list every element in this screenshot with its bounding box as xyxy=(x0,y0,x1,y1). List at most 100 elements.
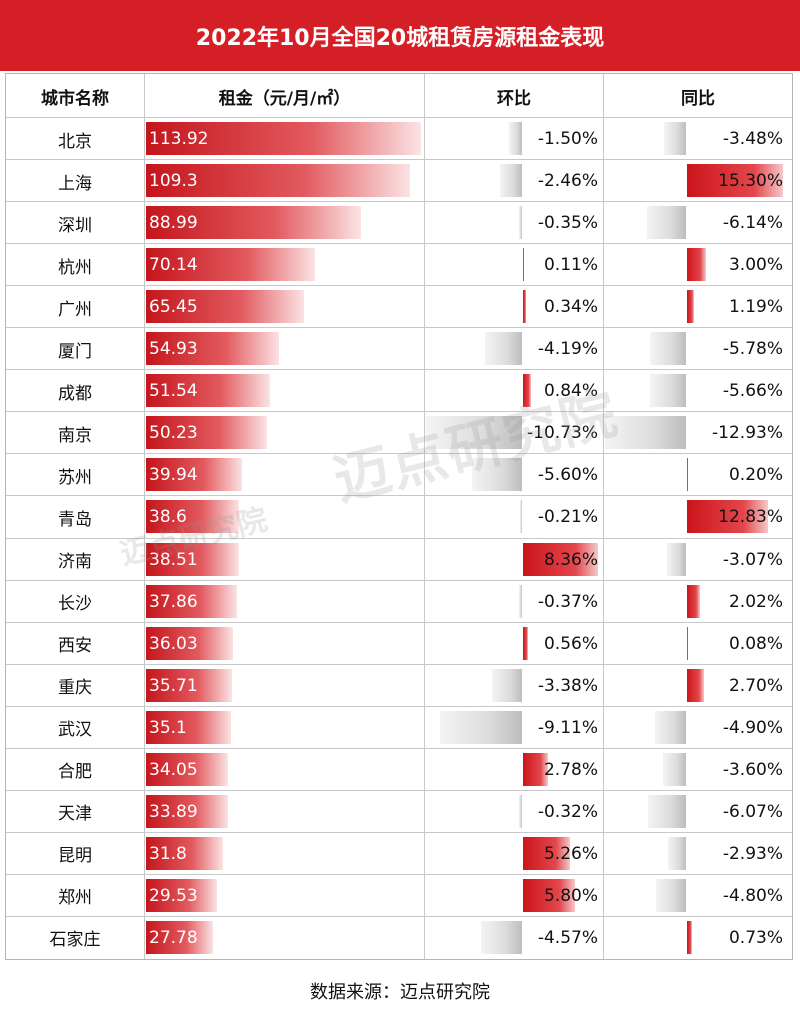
yoy-value-label: -4.80% xyxy=(722,885,783,906)
row-divider xyxy=(6,663,792,665)
yoy-value-label: -6.14% xyxy=(722,213,783,234)
city-name: 济南 xyxy=(58,552,92,573)
yoy-value-label: -5.66% xyxy=(722,381,783,402)
yoy-bar xyxy=(687,290,695,324)
city-name: 昆明 xyxy=(58,846,92,867)
yoy-bar xyxy=(687,164,783,198)
mom-value-label: -3.38% xyxy=(537,675,598,696)
mom-value-label: -10.73% xyxy=(527,423,598,444)
row-divider xyxy=(6,285,792,287)
mom-value-label: 5.80% xyxy=(543,885,598,906)
yoy-bar xyxy=(666,542,686,576)
rent-bar xyxy=(146,542,239,576)
mom-value-label: 2.78% xyxy=(543,759,598,780)
row-divider xyxy=(6,915,792,917)
mom-value-label: 5.26% xyxy=(543,843,598,864)
yoy-bar xyxy=(655,878,686,912)
mom-bar xyxy=(523,542,598,576)
yoy-bar xyxy=(687,500,768,534)
yoy-value-label: 1.19% xyxy=(728,297,783,318)
row-divider xyxy=(6,831,792,833)
rent-value-label: 50.23 xyxy=(149,423,198,444)
mom-value-label: 0.84% xyxy=(543,381,598,402)
yoy-value-label: 2.02% xyxy=(728,591,783,612)
row-divider xyxy=(6,621,792,623)
rent-bar xyxy=(146,878,218,912)
rent-bar xyxy=(146,332,279,366)
mom-value-label: 0.56% xyxy=(543,633,598,654)
rent-value-label: 35.71 xyxy=(149,675,198,696)
yoy-bar xyxy=(663,752,686,786)
header-mom: 环比 xyxy=(497,88,531,109)
column-divider xyxy=(424,74,425,959)
city-name: 青岛 xyxy=(58,509,92,530)
yoy-bar xyxy=(687,458,689,492)
row-divider xyxy=(6,537,792,539)
yoy-bar xyxy=(667,836,686,870)
yoy-value-label: 12.83% xyxy=(718,507,783,528)
mom-bar xyxy=(426,416,522,450)
data-source: 数据来源：迈点研究院 xyxy=(310,982,490,1003)
rent-bar xyxy=(146,458,243,492)
mom-bar xyxy=(523,878,575,912)
mom-bar xyxy=(499,164,522,198)
city-name: 重庆 xyxy=(58,678,92,699)
yoy-bar xyxy=(687,668,704,702)
yoy-value-label: 3.00% xyxy=(728,255,783,276)
yoy-value-label: -4.90% xyxy=(722,717,783,738)
mom-value-label: -0.37% xyxy=(537,591,598,612)
header-rent: 租金（元/月/㎡） xyxy=(218,88,351,109)
row-divider xyxy=(6,243,792,245)
rent-value-label: 70.14 xyxy=(149,255,198,276)
city-name: 合肥 xyxy=(58,762,92,783)
mom-bar xyxy=(523,836,571,870)
yoy-bar xyxy=(655,710,686,744)
yoy-value-label: 15.30% xyxy=(718,171,783,192)
mom-bar xyxy=(508,122,522,155)
yoy-value-label: -12.93% xyxy=(712,423,783,444)
rent-value-label: 29.53 xyxy=(149,885,198,906)
rent-bar xyxy=(146,416,268,450)
mom-bar xyxy=(481,920,522,954)
mom-value-label: 0.34% xyxy=(543,297,598,318)
rent-value-label: 27.78 xyxy=(149,927,198,948)
yoy-bar xyxy=(687,584,700,618)
rent-value-label: 38.51 xyxy=(149,549,198,570)
rent-bar xyxy=(146,626,233,660)
mom-value-label: -4.57% xyxy=(537,927,598,948)
rent-bar xyxy=(146,752,229,786)
yoy-bar xyxy=(687,920,692,954)
yoy-value-label: -3.48% xyxy=(722,129,783,150)
rent-bar xyxy=(146,668,233,702)
city-name: 郑州 xyxy=(58,888,92,909)
yoy-value-label: 0.73% xyxy=(728,927,783,948)
city-name: 杭州 xyxy=(58,257,92,278)
rent-value-label: 33.89 xyxy=(149,801,198,822)
city-name: 成都 xyxy=(58,383,92,404)
city-name: 石家庄 xyxy=(49,930,101,951)
row-divider xyxy=(6,201,792,203)
yoy-value-label: -6.07% xyxy=(722,801,783,822)
mom-bar xyxy=(440,710,522,744)
row-divider xyxy=(6,369,792,371)
yoy-bar xyxy=(647,794,686,828)
city-name: 厦门 xyxy=(58,341,92,362)
rent-value-label: 38.6 xyxy=(149,507,187,528)
mom-bar xyxy=(523,752,548,786)
yoy-bar xyxy=(647,206,686,240)
row-divider xyxy=(6,873,792,875)
mom-bar xyxy=(520,500,522,534)
yoy-bar xyxy=(687,248,706,282)
rent-bar xyxy=(146,794,228,828)
rent-table: 城市名称 租金（元/月/㎡） 环比 同比 北京 113.92 -1.50% -3.48… xyxy=(5,73,793,960)
mom-value-label: 8.36% xyxy=(543,549,598,570)
city-name: 广州 xyxy=(58,299,92,320)
rent-value-label: 39.94 xyxy=(149,465,198,486)
yoy-bar xyxy=(649,332,686,366)
rent-value-label: 65.45 xyxy=(149,297,198,318)
mom-value-label: -1.50% xyxy=(537,129,598,150)
rent-value-label: 109.3 xyxy=(149,171,198,192)
mom-value-label: -0.32% xyxy=(537,801,598,822)
yoy-value-label: -2.93% xyxy=(722,843,783,864)
rent-value-label: 51.54 xyxy=(149,381,198,402)
